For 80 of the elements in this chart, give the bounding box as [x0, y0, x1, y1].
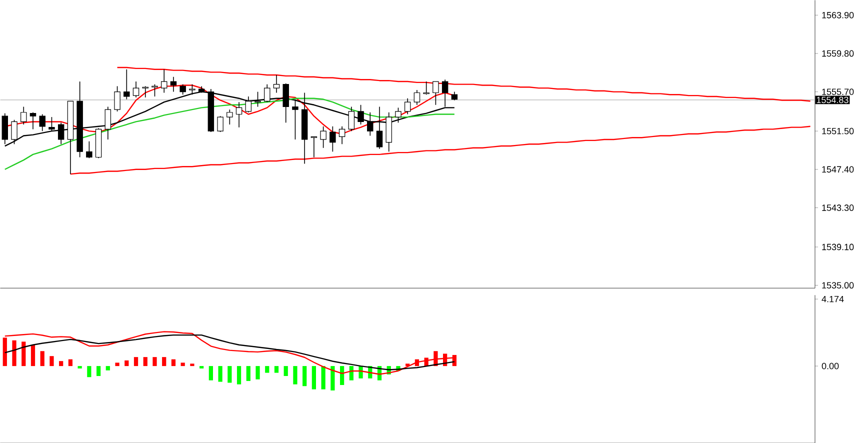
y-tick-label: 1539.10: [822, 244, 854, 250]
y-tick-label: 1563.90: [822, 12, 854, 18]
bar: [218, 366, 222, 382]
candlestick: [48, 116, 55, 132]
candlestick: [404, 98, 411, 114]
y-tick-label: 1535.00: [822, 282, 854, 288]
bar: [87, 366, 92, 377]
y-tick-label: 1559.80: [822, 50, 854, 57]
y-tick-label: 1555.70: [822, 88, 854, 95]
bar: [115, 362, 120, 366]
bar: [134, 356, 138, 366]
candlestick: [226, 109, 233, 125]
bar: [171, 359, 176, 366]
y-tick-label: 1543.30: [822, 204, 854, 211]
candlestick: [395, 107, 402, 123]
candlestick: [310, 136, 318, 158]
bar: [312, 366, 316, 390]
candlestick: [132, 80, 140, 98]
candlestick: [124, 68, 130, 100]
bar: [349, 366, 354, 380]
bar: [96, 366, 101, 376]
bar: [284, 366, 288, 376]
y-tick-label: 1547.40: [822, 166, 854, 172]
bar: [293, 366, 298, 384]
candlestick: [104, 106, 112, 140]
candlestick: [236, 102, 242, 128]
bar: [143, 356, 148, 366]
candlestick: [423, 80, 430, 95]
bar: [274, 366, 279, 373]
bar: [106, 366, 110, 370]
bar: [302, 366, 307, 386]
bar: [40, 350, 44, 366]
bar: [180, 362, 185, 366]
bar: [256, 366, 260, 380]
bar: [321, 366, 326, 390]
candlestick: [358, 104, 364, 125]
candlestick: [39, 114, 46, 132]
candlestick: [217, 116, 224, 132]
bar: [340, 366, 344, 385]
bar: [152, 356, 157, 366]
bar: [236, 366, 242, 384]
candlestick: [338, 126, 346, 144]
bar: [265, 366, 270, 373]
candlestick: [367, 112, 374, 136]
candlestick: [432, 80, 439, 106]
candlestick: [414, 89, 420, 106]
candlestick: [330, 126, 336, 152]
bar: [208, 366, 213, 380]
bar: [12, 340, 16, 366]
candlestick: [245, 96, 252, 113]
bar: [162, 356, 166, 366]
bar: [30, 344, 36, 366]
candlestick: [86, 140, 92, 158]
bar: [200, 366, 204, 368]
y-tick-label: 4.174: [822, 296, 844, 302]
candlestick: [30, 112, 36, 130]
bar: [434, 350, 438, 366]
candlestick: [170, 76, 177, 92]
bar: [124, 360, 129, 366]
ref-line-label: 1554.83: [816, 96, 848, 103]
candlestick: [20, 106, 27, 125]
bar: [59, 360, 64, 366]
candlestick: [114, 86, 120, 112]
y-tick-label: 1551.50: [822, 128, 854, 134]
bar: [68, 359, 73, 366]
bar: [78, 366, 82, 368]
bar: [246, 366, 250, 381]
bar: [50, 356, 54, 366]
candlestick: [292, 98, 298, 140]
candlestick: [142, 86, 148, 98]
candlestick: [160, 68, 168, 93]
bar: [228, 366, 232, 383]
candlestick: [273, 74, 280, 93]
line-series: [70, 126, 811, 175]
candlestick: [348, 106, 355, 132]
candlestick: [152, 84, 158, 97]
candlestick: [320, 126, 326, 148]
bar: [22, 342, 26, 366]
y-tick-label: 0.00: [822, 362, 839, 370]
bar: [330, 366, 335, 390]
